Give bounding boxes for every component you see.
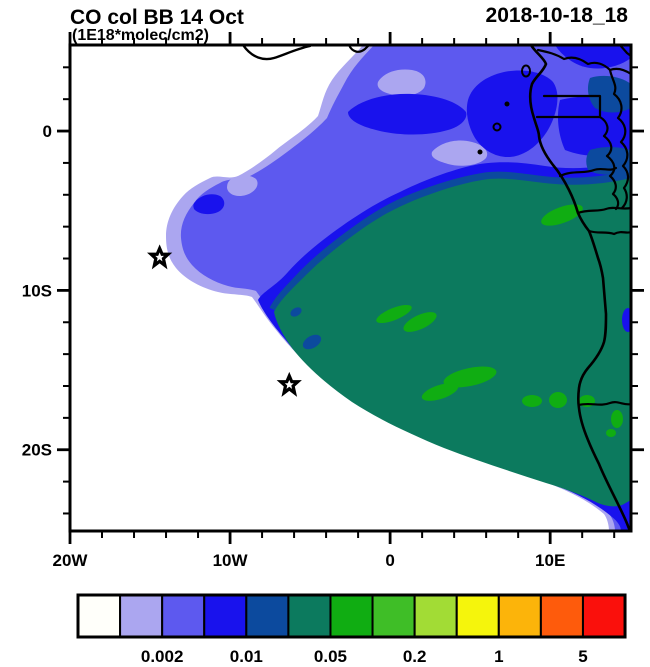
island-annobon [477, 149, 483, 155]
x-axis-label: 20W [53, 551, 89, 570]
island-sao-tome [492, 122, 502, 132]
green-patch-7 [549, 392, 567, 408]
colorbar-cell [455, 594, 500, 638]
lavender-pocket-north [377, 69, 426, 96]
y-axis-label: 0 [43, 122, 52, 141]
x-axis-label: 10W [213, 551, 249, 570]
blue-pocket-gabon [466, 70, 558, 158]
contour-fill-layers [166, 45, 631, 531]
green-patch-3 [443, 366, 497, 388]
darkblue-spot-arc2 [290, 307, 302, 317]
blue-pocket-lens [348, 93, 467, 135]
border-rio-muni [535, 94, 602, 119]
border-inland-wiggle [558, 166, 618, 178]
colorbar-cell [119, 594, 164, 638]
green-patch-2 [541, 204, 583, 226]
colorbar-cell [245, 594, 290, 638]
plot-title: CO col BB 14 Oct [70, 6, 244, 29]
darkblue-pocket-south [586, 147, 631, 175]
border-cameroon [536, 48, 631, 76]
colorbar-cell [497, 594, 542, 638]
colorbar-cell [539, 594, 584, 638]
x-axis-label: 10E [535, 551, 565, 570]
colorbar-label: 5 [578, 647, 587, 666]
y-axis-label: 20S [22, 441, 52, 460]
colorbar-label: 0.05 [314, 647, 347, 666]
contour-darkblue-rim [269, 171, 631, 313]
station-marker-star [276, 371, 302, 397]
colorbar-label: 0.01 [230, 647, 263, 666]
blue-pocket-tongue [193, 194, 225, 215]
geography-lines [241, 45, 631, 531]
station-markers [147, 244, 302, 397]
axis-labels: 20W 10W 0 10E 0 10S 20S [22, 122, 566, 570]
blue-spot-right-edge [622, 308, 631, 332]
colorbar-cell [329, 594, 374, 638]
colorbar-label: 1 [494, 647, 503, 666]
green-patch-4 [421, 383, 459, 401]
colorbar: 0.002 0.01 0.05 0.2 1 5 [76, 593, 627, 666]
green-patch-10 [606, 429, 616, 437]
green-patch-6 [522, 395, 542, 407]
africa-coastline [528, 45, 631, 531]
map-frame [68, 43, 633, 533]
colorbar-cell [161, 594, 206, 638]
colorbar-cell [203, 594, 248, 638]
gulf-of-guinea-north-coast [241, 45, 312, 61]
border-congo-drc [608, 68, 630, 210]
lavender-pocket-tongue [227, 175, 258, 197]
border-angola-namibia [577, 401, 631, 407]
station-marker-star [147, 244, 173, 270]
green-patch-9 [611, 410, 623, 428]
green-patch-5 [376, 304, 412, 324]
border-cabinda-north [576, 206, 631, 215]
y-axis-label: 10S [22, 281, 52, 300]
border-angola-drc [587, 229, 631, 236]
island-bioko [521, 64, 531, 78]
island-principe [504, 101, 510, 107]
border-gabon-congo [598, 115, 620, 211]
colorbar-cell [371, 594, 416, 638]
darkblue-spot-arc1 [302, 334, 322, 350]
colorbar-cell [581, 594, 627, 638]
plot-timestamp: 2018-10-18_18 [486, 4, 629, 27]
colorbar-label: 0.2 [403, 647, 427, 666]
plot-units-subtitle: (1E18*molec/cm2) [72, 27, 209, 44]
axis-ticks [57, 32, 644, 544]
green-patch-1 [403, 312, 437, 332]
blue-pocket-topright [555, 45, 631, 69]
colorbar-cell [413, 594, 458, 638]
colorbar-cell [77, 594, 122, 638]
colorbar-border [76, 593, 627, 639]
darkblue-pocket-north [587, 75, 631, 113]
colorbar-cell [287, 594, 332, 638]
contour-teal-mass [274, 178, 631, 507]
colorbar-label: 0.002 [141, 647, 184, 666]
x-axis-label: 0 [385, 551, 394, 570]
lavender-pocket-central [431, 140, 488, 166]
